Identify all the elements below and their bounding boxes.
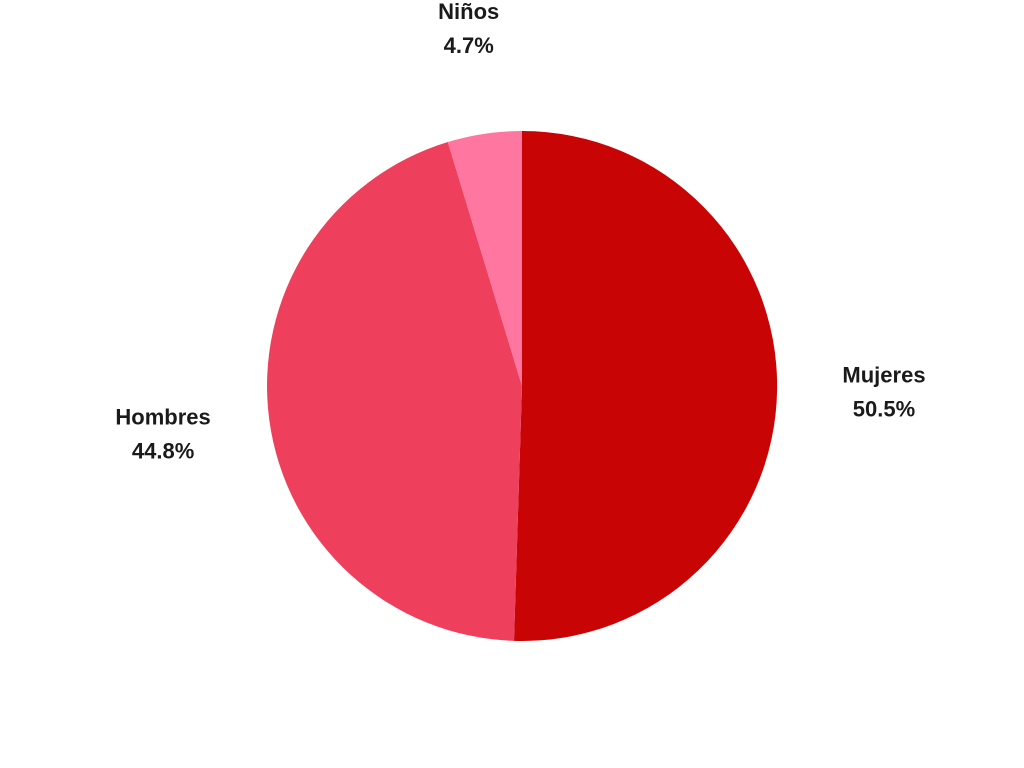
pie-slice-mujeres: [513, 130, 778, 641]
pie-slice-ninos: [447, 131, 522, 386]
pie-label-name: Niños: [438, 0, 499, 24]
pie-slice-hombres: [267, 142, 522, 641]
pie-label-ninos: Niños 4.7%: [438, 0, 499, 58]
pie-label-value: 50.5%: [853, 397, 915, 422]
pie-label-mujeres: Mujeres 50.5%: [842, 363, 925, 422]
pie-label-name: Hombres: [115, 405, 210, 430]
pie-labels: Mujeres 50.5% Hombres 44.8% Niños 4.7%: [115, 0, 925, 464]
pie-slices: [267, 130, 778, 641]
pie-label-value: 4.7%: [444, 33, 494, 58]
pie-label-name: Mujeres: [842, 363, 925, 388]
pie-label-value: 44.8%: [132, 439, 194, 464]
pie-label-hombres: Hombres 44.8%: [115, 405, 210, 464]
